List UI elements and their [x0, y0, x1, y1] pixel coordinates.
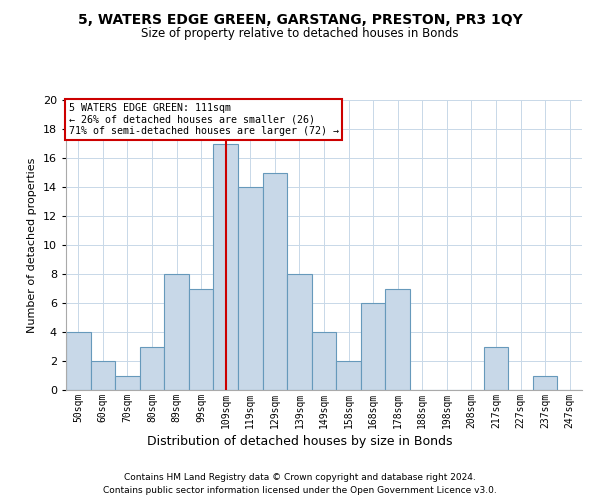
Bar: [91, 361, 115, 390]
Bar: [263, 172, 287, 390]
Bar: [214, 144, 238, 390]
Bar: [189, 288, 214, 390]
Text: Contains public sector information licensed under the Open Government Licence v3: Contains public sector information licen…: [103, 486, 497, 495]
Bar: [385, 288, 410, 390]
Text: 5, WATERS EDGE GREEN, GARSTANG, PRESTON, PR3 1QY: 5, WATERS EDGE GREEN, GARSTANG, PRESTON,…: [77, 12, 523, 26]
Bar: [115, 376, 140, 390]
Bar: [238, 187, 263, 390]
Bar: [361, 303, 385, 390]
Bar: [164, 274, 189, 390]
Bar: [66, 332, 91, 390]
Bar: [533, 376, 557, 390]
Text: Size of property relative to detached houses in Bonds: Size of property relative to detached ho…: [141, 28, 459, 40]
Y-axis label: Number of detached properties: Number of detached properties: [27, 158, 37, 332]
Text: Contains HM Land Registry data © Crown copyright and database right 2024.: Contains HM Land Registry data © Crown c…: [124, 472, 476, 482]
Bar: [140, 346, 164, 390]
Bar: [312, 332, 336, 390]
Text: Distribution of detached houses by size in Bonds: Distribution of detached houses by size …: [147, 435, 453, 448]
Bar: [287, 274, 312, 390]
Bar: [336, 361, 361, 390]
Bar: [484, 346, 508, 390]
Text: 5 WATERS EDGE GREEN: 111sqm
← 26% of detached houses are smaller (26)
71% of sem: 5 WATERS EDGE GREEN: 111sqm ← 26% of det…: [68, 103, 338, 136]
